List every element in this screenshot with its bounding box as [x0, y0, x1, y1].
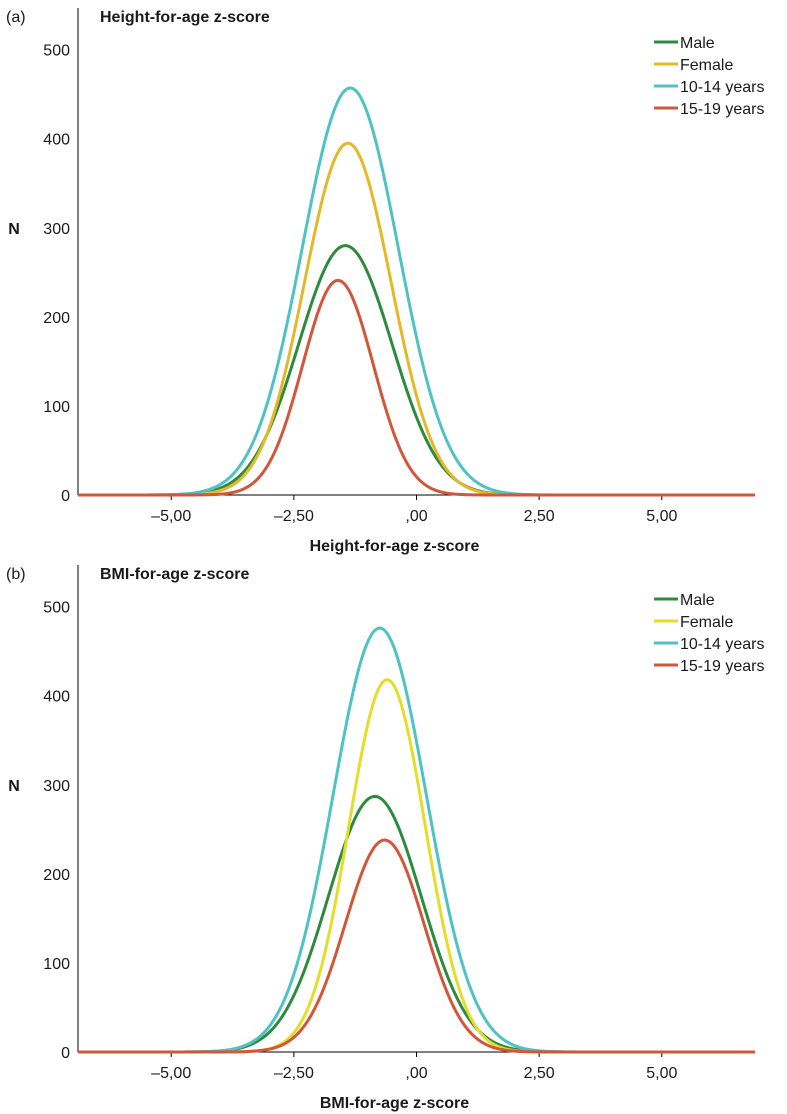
legend-label: 15-19 years	[680, 658, 765, 675]
legend-label: 15-19 years	[680, 101, 765, 118]
series-line-10-14-years	[78, 86, 755, 497]
x-axis-label: Height-for-age z-score	[310, 538, 480, 555]
x-tick-label: 2,50	[524, 508, 555, 525]
y-axis-label: N	[8, 778, 20, 795]
y-tick-label: 400	[43, 132, 70, 149]
chart-panel-b: (b) BMI-for-age z-score 0 100 200 300 400 500 –5…	[6, 565, 765, 1112]
legend-label: Male	[680, 35, 715, 52]
chart-title: Height-for-age z-score	[100, 9, 270, 26]
series-line-male	[78, 244, 755, 497]
legend-label: 10-14 years	[680, 79, 765, 96]
series-line-male	[78, 794, 755, 1054]
x-tick-label: ,00	[405, 508, 427, 525]
y-tick-label: 200	[43, 310, 70, 327]
x-tick-label: –2,50	[274, 1065, 314, 1082]
series-line-15-19-years	[78, 838, 755, 1054]
x-tick-label: 5,00	[646, 1065, 677, 1082]
series-line-15-19-years	[78, 278, 755, 497]
x-tick-label: –2,50	[274, 508, 314, 525]
y-tick-label: 100	[43, 956, 70, 973]
y-tick-label: 0	[61, 488, 70, 505]
x-tick-label: –5,00	[151, 1065, 191, 1082]
x-tick-label: 2,50	[524, 1065, 555, 1082]
chart-panel-a: (a) Height-for-age z-score 0 100 200 300 400 50…	[6, 8, 765, 555]
legend-label: Female	[680, 57, 733, 74]
y-tick-label: 500	[43, 43, 70, 60]
legend-label: Male	[680, 592, 715, 609]
y-tick-label: 300	[43, 221, 70, 238]
x-axis-label: BMI-for-age z-score	[320, 1095, 469, 1112]
y-axis-label: N	[8, 221, 20, 238]
y-tick-label: 300	[43, 778, 70, 795]
legend-label: Female	[680, 614, 733, 631]
legend-label: 10-14 years	[680, 636, 765, 653]
series-line-10-14-years	[78, 626, 755, 1054]
x-tick-label: ,00	[405, 1065, 427, 1082]
y-tick-label: 0	[61, 1045, 70, 1062]
y-tick-label: 100	[43, 399, 70, 416]
chart-title: BMI-for-age z-score	[100, 566, 249, 583]
panel-label: (a)	[6, 9, 26, 26]
series-line-female	[78, 141, 755, 497]
y-tick-label: 500	[43, 600, 70, 617]
y-tick-label: 200	[43, 867, 70, 884]
x-tick-label: 5,00	[646, 508, 677, 525]
y-tick-label: 400	[43, 689, 70, 706]
x-tick-label: –5,00	[151, 508, 191, 525]
panel-label: (b)	[6, 566, 26, 583]
